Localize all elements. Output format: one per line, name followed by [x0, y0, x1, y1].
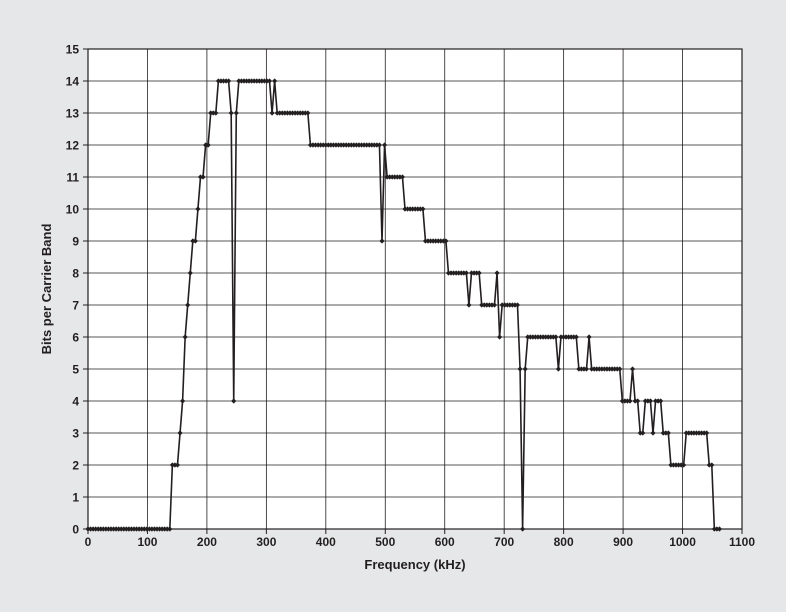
- y-tick-label: 4: [72, 395, 79, 409]
- data-point: [167, 526, 173, 532]
- y-tick-label: 5: [72, 363, 79, 377]
- data-point: [399, 174, 406, 180]
- data-point: [305, 110, 311, 116]
- data-point: [555, 366, 562, 372]
- tick-labels: 0 100 200 300 400 500 600 700 800 900 1000 11000123…: [66, 43, 756, 550]
- data-point: [522, 366, 528, 372]
- data-point: [681, 462, 687, 468]
- data-point: [494, 270, 500, 276]
- x-tick-label: 600: [435, 535, 455, 549]
- data-point: [228, 110, 234, 116]
- data-point: [420, 206, 426, 212]
- y-tick-label: 13: [66, 107, 80, 121]
- data-point: [213, 110, 219, 116]
- data-point: [586, 334, 592, 340]
- data-point: [665, 430, 671, 436]
- data-point: [185, 302, 191, 308]
- y-tick-label: 15: [66, 43, 80, 57]
- data-point: [491, 302, 498, 308]
- data-point: [704, 430, 710, 436]
- y-tick-label: 12: [66, 139, 80, 153]
- data-point: [466, 302, 472, 308]
- x-tick-label: 500: [375, 535, 395, 549]
- y-tick-label: 7: [72, 299, 79, 313]
- plot-area: [88, 49, 742, 529]
- data-point: [629, 366, 636, 372]
- plot-frame: [87, 48, 743, 530]
- y-tick-label: 10: [66, 203, 80, 217]
- x-tick-label: 800: [554, 535, 574, 549]
- data-point: [226, 78, 232, 84]
- y-tick-label: 3: [72, 427, 79, 441]
- data-point: [583, 366, 590, 372]
- data-point: [647, 398, 654, 404]
- data-point: [174, 462, 181, 468]
- x-tick-label: 0: [85, 535, 92, 549]
- data-point: [192, 238, 198, 244]
- x-tick-label: 200: [197, 535, 217, 549]
- data-point: [266, 78, 273, 84]
- y-tick-label: 8: [72, 267, 79, 281]
- data-point: [709, 462, 715, 468]
- x-tick-label: 1000: [669, 535, 696, 549]
- data-point: [514, 302, 521, 308]
- data-point: [520, 526, 526, 532]
- data-point: [195, 206, 201, 212]
- data-point: [497, 334, 503, 340]
- y-tick-label: 2: [72, 459, 79, 473]
- y-tick-label: 14: [66, 75, 80, 89]
- data-point: [269, 110, 275, 116]
- data-point: [443, 238, 449, 244]
- data-point: [517, 366, 523, 372]
- data-point: [231, 398, 237, 404]
- x-tick-label: 1100: [729, 535, 755, 549]
- data-point: [200, 174, 206, 180]
- data-point: [573, 334, 579, 340]
- data-point: [205, 142, 211, 148]
- y-tick-label: 6: [72, 331, 79, 345]
- data-point: [476, 270, 482, 276]
- x-tick-label: 900: [613, 535, 633, 549]
- data-point: [640, 430, 646, 436]
- y-tick-label: 0: [72, 523, 79, 537]
- data-point: [617, 366, 623, 372]
- y-tick-label: 1: [72, 491, 79, 505]
- data-point: [463, 270, 469, 276]
- data-point: [177, 430, 183, 436]
- data-point: [381, 142, 388, 148]
- x-tick-label: 700: [494, 535, 514, 549]
- x-tick-label: 400: [316, 535, 336, 549]
- data-point: [650, 430, 656, 436]
- data-point: [658, 398, 664, 404]
- y-tick-label: 11: [66, 171, 79, 185]
- x-tick-label: 100: [137, 535, 157, 549]
- data-point: [553, 334, 559, 340]
- data-point: [716, 526, 723, 532]
- data-point: [233, 110, 239, 116]
- x-axis-label: Frequency (kHz): [364, 557, 465, 572]
- data-point: [272, 78, 278, 84]
- data-point: [379, 238, 385, 244]
- y-tick-label: 9: [72, 235, 79, 249]
- data-point: [179, 398, 186, 404]
- series-group: [85, 78, 723, 532]
- data-point: [376, 142, 383, 148]
- data-point: [182, 334, 188, 340]
- axes: [83, 48, 743, 534]
- data-point: [635, 398, 641, 404]
- data-point: [627, 398, 633, 404]
- grid: [87, 48, 743, 530]
- y-axis-label: Bits per Carrier Band: [39, 224, 54, 355]
- data-point: [187, 270, 193, 276]
- x-tick-label: 300: [256, 535, 276, 549]
